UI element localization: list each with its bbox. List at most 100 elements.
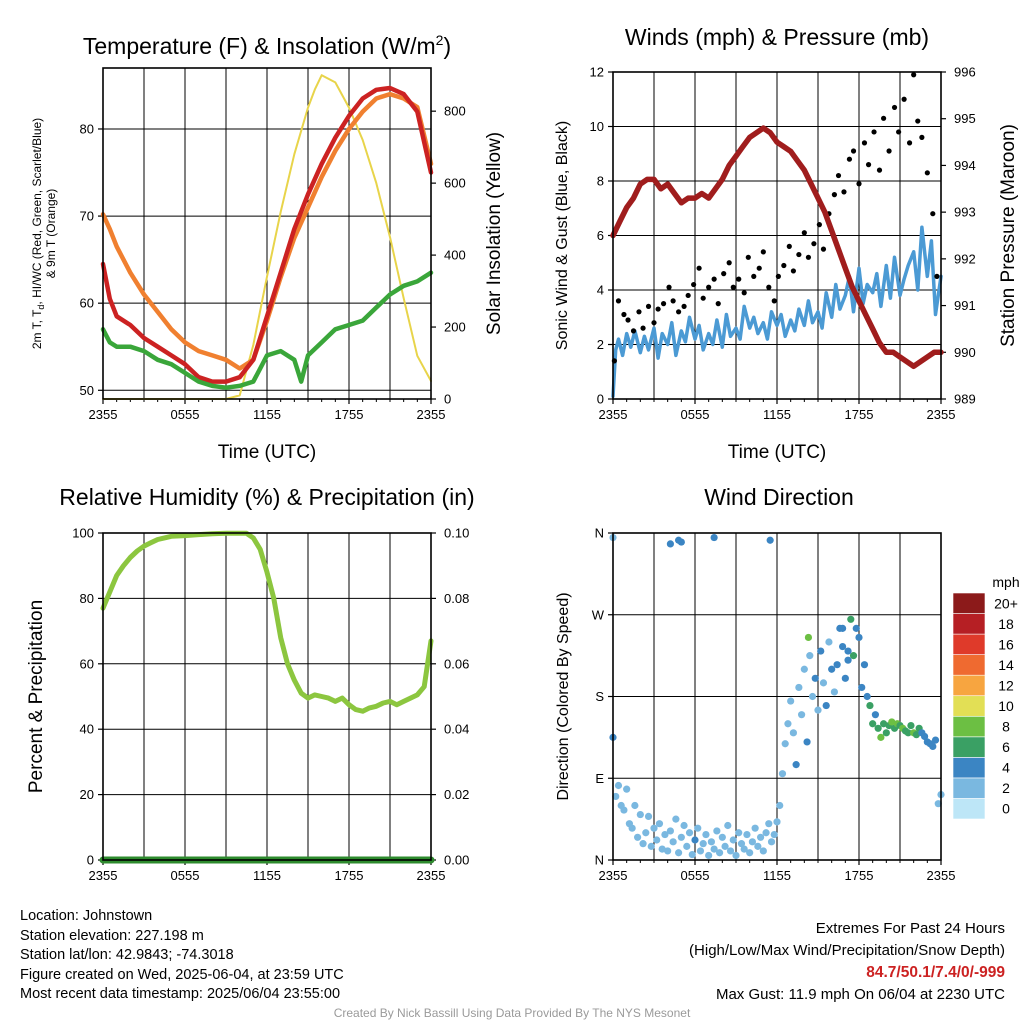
y-tick-label: 70 [80, 209, 94, 224]
x-tick-label: 2355 [417, 868, 446, 883]
series-line-0 [100, 530, 434, 714]
extremes-values: 84.7/50.1/7.4/0/-999 [866, 964, 1005, 981]
credit-text: Created By Nick Bassill Using Data Provi… [333, 1006, 691, 1020]
direction-point [672, 815, 680, 823]
x-tick-label: 1755 [845, 407, 874, 422]
gust-point [861, 140, 868, 146]
direction-point [743, 830, 751, 839]
gust-point [816, 222, 822, 228]
direction-point [666, 540, 675, 548]
plot-border [612, 71, 942, 400]
colorbar-swatch [952, 757, 986, 779]
elevation-text: Station elevation: 227.198 m [20, 927, 204, 944]
direction-point [871, 711, 880, 719]
direction-point [636, 810, 644, 819]
x-tick-label: 1755 [335, 868, 364, 883]
direction-point [623, 785, 631, 793]
gust-point [841, 189, 847, 195]
series-line-0 [611, 225, 943, 399]
y-tick-label: 80 [80, 591, 94, 606]
direction-point [669, 838, 677, 846]
x-tick-label: 0555 [171, 407, 200, 422]
location-text: Location: Johnstown [20, 908, 153, 924]
y-tick-label: 8 [597, 174, 604, 189]
direction-point [650, 824, 658, 832]
gust-point [711, 276, 717, 282]
colorbar-label: 4 [1002, 760, 1010, 776]
gust-point [835, 172, 842, 179]
direction-point [849, 652, 858, 660]
colorbar-swatch [952, 715, 986, 738]
gust-point [691, 281, 697, 288]
direction-point [696, 847, 705, 855]
gust-point [630, 328, 637, 334]
gust-point [736, 276, 742, 282]
gust-point [811, 241, 817, 247]
y-tick-label: N [595, 526, 604, 541]
gust-point [790, 268, 797, 274]
colorbar-label: 0 [1002, 801, 1010, 817]
y2-tick-label: 0.00 [444, 853, 469, 868]
direction-point [880, 720, 888, 728]
direction-point [792, 761, 800, 769]
gust-point [919, 134, 925, 140]
direction-point [705, 851, 713, 860]
direction-point [806, 652, 814, 660]
colorbar-swatch [952, 777, 986, 799]
y2-tick-label: 994 [954, 158, 976, 173]
plot-border [102, 532, 432, 861]
x-tick-label: 0555 [171, 868, 200, 883]
direction-point [634, 833, 642, 841]
x-tick-label: 2355 [927, 868, 956, 883]
gust-point [911, 72, 917, 78]
colorbar-label: 6 [1002, 739, 1010, 755]
x-tick-label: 1155 [253, 868, 281, 883]
direction-point [800, 665, 808, 673]
direction-point [819, 679, 828, 687]
gust-point [660, 301, 667, 307]
direction-point [710, 533, 718, 542]
direction-point [699, 840, 707, 848]
direction-point [746, 849, 754, 857]
direction-point [808, 692, 817, 701]
x-tick-label: 1755 [845, 868, 874, 883]
y2-tick-label: 993 [954, 205, 976, 220]
direction-point [822, 701, 830, 710]
direction-point [863, 692, 871, 701]
gust-point [771, 298, 777, 304]
gust-point [881, 115, 887, 121]
y-tick-label: 60 [80, 296, 94, 311]
direction-point [789, 729, 798, 737]
direction-point [655, 820, 664, 828]
direction-point [931, 736, 940, 744]
gust-point [745, 254, 751, 260]
direction-point [718, 833, 726, 841]
y-tick-label: 2 [597, 337, 604, 352]
direction-point [767, 838, 776, 846]
series-line-3 [100, 270, 434, 390]
x-tick-label: 2355 [599, 407, 628, 422]
y-tick-label: 12 [590, 65, 604, 80]
direction-point [647, 842, 655, 850]
colorbar-label: 2 [1002, 780, 1010, 796]
direction-point [642, 829, 650, 837]
y-tick-label: 4 [597, 283, 604, 298]
gust-point [876, 167, 883, 173]
y-tick-label: 0 [597, 392, 604, 407]
x-tick-label: 2355 [89, 868, 118, 883]
direction-point [921, 732, 929, 741]
y-axis-label: 2m T, Td, HI/WC (Red, Green, Scarlet/Blu… [30, 118, 46, 349]
gust-point [676, 309, 682, 315]
x-tick-label: 2355 [927, 407, 956, 422]
gust-point [756, 265, 762, 271]
direction-point [707, 838, 716, 846]
series-line-2 [100, 85, 434, 384]
direction-point [778, 770, 787, 778]
y-axis-label: Percent & Precipitation [26, 600, 47, 793]
direction-point [803, 738, 811, 746]
gust-point [781, 262, 787, 269]
direction-point [666, 827, 675, 835]
gust-point [831, 192, 838, 198]
latlon-text: Station lat/lon: 42.9843; -74.3018 [20, 947, 234, 964]
created-text: Figure created on Wed, 2025-06-04, at 23… [20, 966, 344, 983]
